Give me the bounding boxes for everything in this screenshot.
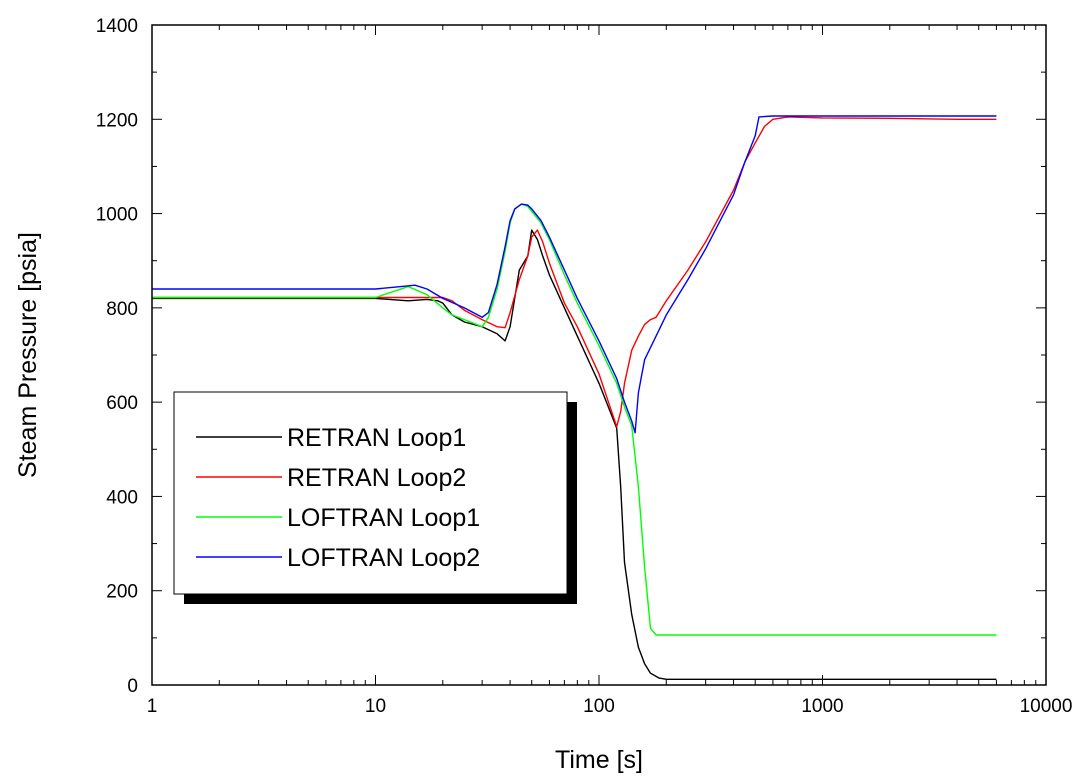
series-line-3 [152,203,997,636]
x-tick-label: 10 [365,696,386,717]
series-layer [152,115,997,680]
series-line-4 [152,115,997,434]
x-tick-label: 10000 [1020,696,1073,717]
axis-ticks [151,24,1046,686]
y-tick-label: 1200 [96,110,138,131]
y-tick-label: 0 [127,676,138,697]
legend-label-2: RETRAN Loop2 [287,464,466,492]
y-tick-label: 1400 [96,16,138,37]
legend-label-4: LOFTRAN Loop2 [287,544,480,572]
x-tick-label: 1 [147,696,158,717]
y-tick-label: 1000 [96,205,138,226]
legend-label-3: LOFTRAN Loop1 [287,504,480,532]
axis-tick-labels: 1 10 100 1000 10000 0 200 400 600 800 1000 1200 1400 [96,16,1073,717]
y-axis-title: Steam Pressure [psia] [14,232,42,478]
y-tick-label: 800 [106,299,138,320]
legend-box [173,391,568,595]
legend: RETRAN Loop1 RETRAN Loop2 LOFTRAN Loop1 LOF… [173,391,577,604]
legend-label-1: RETRAN Loop1 [287,424,466,452]
series-line-2 [152,116,997,428]
y-tick-label: 200 [106,582,138,603]
x-tick-label: 1000 [801,696,843,717]
legend-items: RETRAN Loop1 RETRAN Loop2 LOFTRAN Loop1 LOF… [196,424,480,572]
x-tick-label: 100 [583,696,615,717]
series-line-1 [152,229,997,680]
y-tick-label: 600 [106,393,138,414]
y-tick-label: 400 [106,487,138,508]
x-axis-title: Time [s] [555,746,643,774]
